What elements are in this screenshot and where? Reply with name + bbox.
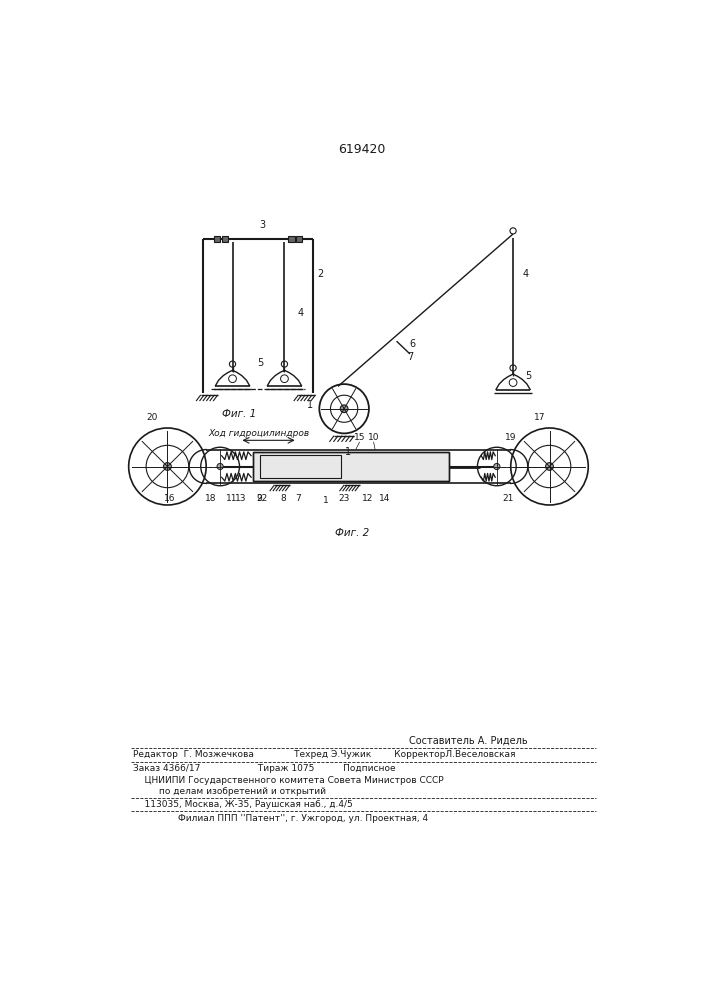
Text: Фиг. 2: Фиг. 2 — [334, 528, 369, 538]
Text: 8: 8 — [281, 494, 286, 503]
Text: 7: 7 — [295, 494, 300, 503]
Circle shape — [493, 463, 500, 470]
Text: Редактор  Г. Мозжечкова              Техред Э.Чужик        КорректорЛ.Веселовска: Редактор Г. Мозжечкова Техред Э.Чужик Ко… — [132, 750, 515, 759]
Text: 1: 1 — [345, 447, 351, 457]
Text: 13: 13 — [235, 494, 247, 503]
Circle shape — [217, 463, 223, 470]
Text: 18: 18 — [205, 494, 216, 503]
Text: 11: 11 — [226, 494, 238, 503]
Text: 113035, Москва, Ж-35, Раушская наб., д.4/5: 113035, Москва, Ж-35, Раушская наб., д.4… — [132, 800, 352, 809]
Text: 2: 2 — [317, 269, 323, 279]
Circle shape — [163, 463, 171, 470]
Text: по делам изобретений и открытий: по делам изобретений и открытий — [132, 787, 325, 796]
Text: Фиг. 1: Фиг. 1 — [223, 409, 257, 419]
Text: Филиал ППП ''Патент'', г. Ужгород, ул. Проектная, 4: Филиал ППП ''Патент'', г. Ужгород, ул. П… — [177, 814, 428, 823]
Text: 5: 5 — [525, 371, 531, 381]
Text: 5: 5 — [257, 358, 264, 368]
Text: 22: 22 — [257, 494, 268, 503]
Text: 4: 4 — [298, 308, 304, 318]
Text: 17: 17 — [534, 413, 546, 422]
Bar — [252, 452, 449, 481]
Bar — [296, 236, 303, 242]
Bar — [222, 236, 228, 242]
Text: 1: 1 — [307, 400, 313, 410]
Text: 7: 7 — [407, 352, 414, 362]
Text: 9: 9 — [256, 494, 262, 503]
Text: Ход гидроцилиндров: Ход гидроцилиндров — [209, 429, 310, 438]
Text: 23: 23 — [339, 494, 350, 503]
Text: 619420: 619420 — [338, 143, 385, 156]
Text: ЦНИИПИ Государственного комитета Совета Министров СССР: ЦНИИПИ Государственного комитета Совета … — [132, 776, 443, 785]
Text: 19: 19 — [505, 433, 516, 442]
Text: 15: 15 — [354, 433, 366, 442]
Text: 12: 12 — [362, 494, 373, 503]
Text: 6: 6 — [409, 339, 416, 349]
Text: Составитель А. Ридель: Составитель А. Ридель — [409, 736, 527, 746]
Text: 1: 1 — [323, 496, 329, 505]
Text: 3: 3 — [259, 220, 266, 230]
Bar — [288, 236, 295, 242]
Text: 14: 14 — [379, 494, 390, 503]
Bar — [252, 452, 449, 481]
Text: 4: 4 — [522, 269, 529, 279]
Text: 20: 20 — [147, 413, 158, 422]
Text: 16: 16 — [164, 494, 175, 503]
Circle shape — [340, 405, 348, 413]
Bar — [260, 455, 341, 478]
Circle shape — [546, 463, 554, 470]
Bar — [214, 236, 220, 242]
Text: Заказ 4366/17                    Тираж 1075          Подписное: Заказ 4366/17 Тираж 1075 Подписное — [132, 764, 395, 773]
Text: 21: 21 — [503, 494, 514, 503]
Text: 10: 10 — [368, 433, 380, 442]
